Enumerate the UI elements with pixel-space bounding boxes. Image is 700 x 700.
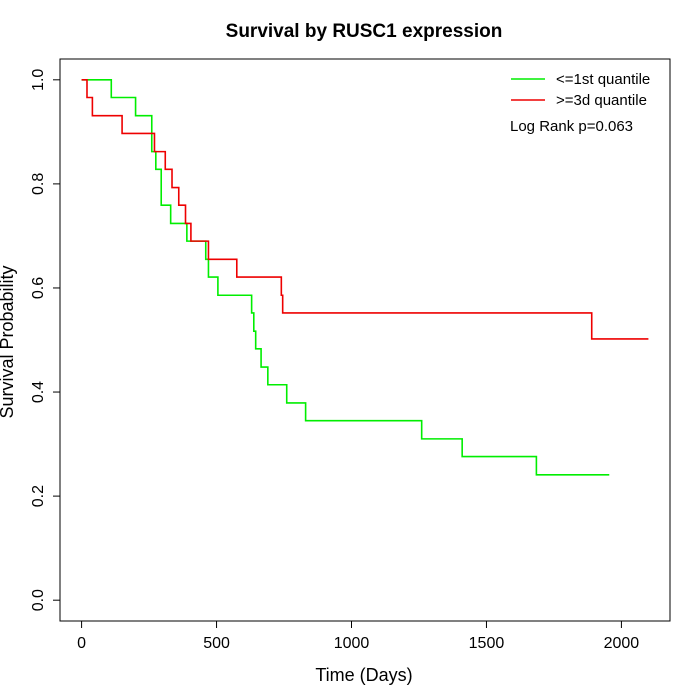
y-axis-label: Survival Probability [0, 265, 17, 418]
x-tick-label: 500 [203, 635, 230, 652]
y-tick-label: 0.4 [30, 381, 47, 403]
legend: <=1st quantile >=3d quantile [511, 71, 650, 109]
x-tick-label: 2000 [604, 635, 640, 652]
x-axis-label: Time (Days) [315, 665, 412, 685]
x-tick-label: 1500 [469, 635, 505, 652]
y-tick-label: 0.2 [30, 485, 47, 507]
series-line-high-quantile [81, 79, 649, 340]
series-line-low-quantile [81, 79, 610, 476]
y-tick-label: 0.6 [30, 277, 47, 299]
legend-label: <=1st quantile [556, 71, 650, 88]
y-tick-label: 1.0 [30, 69, 47, 91]
chart-title: Survival by RUSC1 expression [226, 21, 503, 42]
y-tick-label: 0.8 [30, 173, 47, 195]
legend-label: >=3d quantile [556, 92, 647, 109]
log-rank-annotation: Log Rank p=0.063 [510, 118, 633, 135]
y-tick-label: 0.0 [30, 589, 47, 611]
x-axis: 0 500 1000 1500 2000 [77, 620, 640, 652]
series-layer [81, 79, 649, 476]
y-axis: 0.0 0.2 0.4 0.6 0.8 1.0 [30, 69, 61, 611]
x-tick-label: 0 [77, 635, 86, 652]
x-tick-label: 1000 [334, 635, 370, 652]
